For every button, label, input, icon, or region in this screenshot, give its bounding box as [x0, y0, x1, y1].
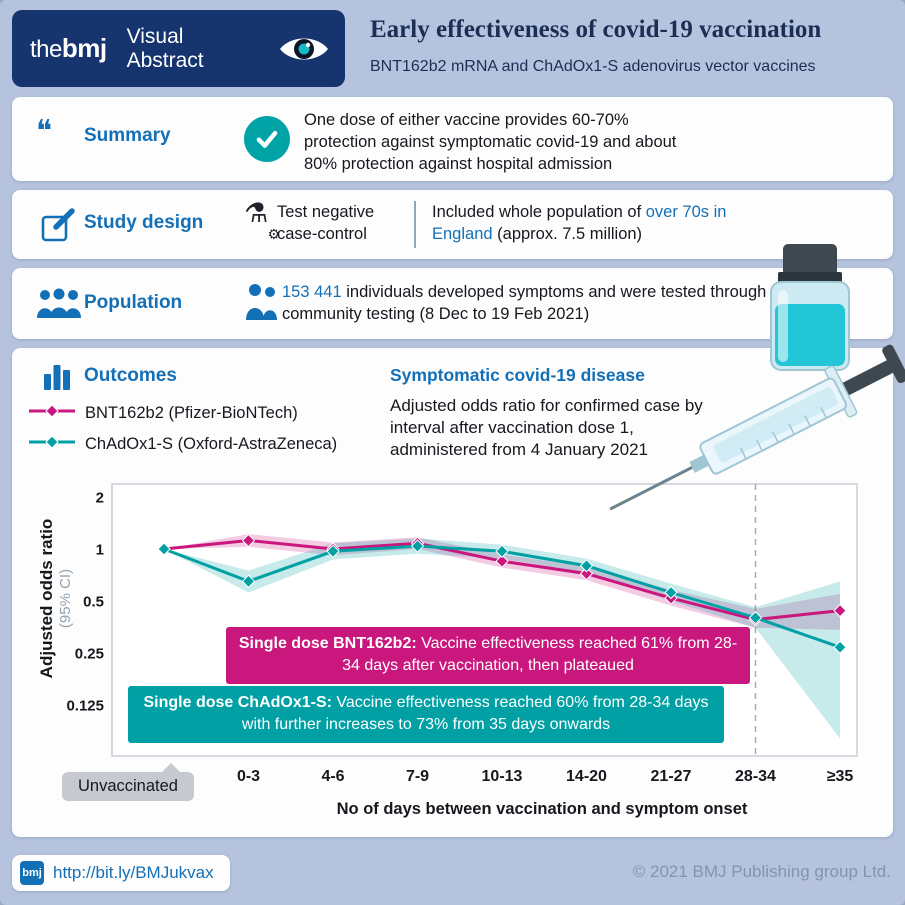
population-text: 153 441 individuals developed symptoms a… — [282, 283, 767, 323]
brand-logo: thebmj — [30, 33, 117, 64]
annotation-bnt: Single dose BNT162b2: Vaccine effectiven… — [226, 627, 750, 684]
copyright-text: © 2021 BMJ Publishing group Ltd. — [632, 862, 891, 881]
chart-description: Adjusted odds ratio for confirmed case b… — [390, 396, 703, 460]
eye-icon — [277, 32, 331, 66]
svg-text:14-20: 14-20 — [566, 768, 607, 785]
page-title: Early effectiveness of covid-19 vaccinat… — [370, 16, 822, 43]
svg-text:0-3: 0-3 — [237, 768, 260, 785]
pencil-icon — [40, 207, 76, 248]
svg-text:4-6: 4-6 — [321, 768, 344, 785]
study-method-text: Test negative case-control — [277, 203, 375, 243]
chart-heading: Symptomatic covid-19 disease — [390, 365, 645, 385]
svg-text:0.25: 0.25 — [75, 646, 104, 663]
footer-link[interactable]: http://bit.ly/BMJukvax — [53, 863, 214, 882]
summary-label: Summary — [84, 125, 171, 146]
bmj-logo-icon: bmj — [20, 861, 44, 885]
x-axis-title: No of days between vaccination and sympt… — [336, 800, 748, 818]
footer-link-pill: bmj http://bit.ly/BMJukvax — [12, 855, 230, 891]
summary-card: ❝ Summary One dose of either vaccine pro… — [12, 97, 893, 181]
bmj-brand-box: thebmj Visual Abstract — [12, 10, 345, 87]
population-label: Population — [84, 292, 183, 313]
legend-label-chadox: ChAdOx1-S (Oxford-AstraZeneca) — [85, 435, 338, 453]
svg-text:≥35: ≥35 — [827, 768, 854, 785]
bnt-line-marker-icon — [28, 404, 76, 423]
bar-chart-icon — [42, 362, 72, 395]
population-card: Population 153 441 individuals developed… — [12, 268, 893, 339]
svg-text:21-27: 21-27 — [651, 768, 692, 785]
unvaccinated-axis-label: Unvaccinated — [62, 763, 194, 801]
legend-item-bnt: BNT162b2 (Pfizer-BioNTech) — [28, 404, 298, 423]
svg-text:0.5: 0.5 — [83, 594, 104, 611]
study-population-text: Included whole population of over 70s in… — [432, 203, 727, 243]
outcomes-label: Outcomes — [84, 365, 177, 386]
outcomes-card: Outcomes BNT162b2 (Pfizer-BioNTech) ChAd… — [12, 348, 893, 837]
svg-text:0.125: 0.125 — [66, 698, 104, 715]
brand-the: the — [30, 36, 62, 63]
brand-bmj: bmj — [61, 33, 107, 63]
people-group-icon — [37, 288, 81, 324]
two-people-icon — [246, 283, 278, 326]
legend-item-chadox: ChAdOx1-S (Oxford-AstraZeneca) — [28, 435, 337, 454]
study-design-label: Study design — [84, 212, 204, 233]
svg-text:28-34: 28-34 — [735, 768, 776, 785]
svg-text:10-13: 10-13 — [482, 768, 523, 785]
page-subtitle: BNT162b2 mRNA and ChAdOx1-S adenovirus v… — [370, 58, 816, 75]
annotation-chadox: Single dose ChAdOx1-S: Vaccine effective… — [128, 686, 724, 743]
svg-text:7-9: 7-9 — [406, 768, 429, 785]
visual-abstract-label: Visual Abstract — [126, 24, 204, 72]
check-circle-icon — [244, 116, 290, 162]
vertical-divider — [414, 201, 416, 248]
summary-text: One dose of either vaccine provides 60-7… — [304, 111, 677, 173]
study-highlight: over 70s in England — [432, 203, 727, 243]
legend-label-bnt: BNT162b2 (Pfizer-BioNTech) — [85, 404, 298, 422]
gear-icon: ⚙ — [267, 227, 280, 243]
quote-icon: ❝ — [36, 114, 53, 149]
test-flask-icon: ⚗ ⚙ — [244, 198, 280, 243]
svg-text:1: 1 — [96, 542, 104, 559]
svg-text:2: 2 — [96, 490, 104, 507]
chadox-line-marker-icon — [28, 435, 76, 454]
study-design-card: Study design ⚗ ⚙ Test negative case-cont… — [12, 190, 893, 259]
population-count: 153 441 — [282, 283, 342, 301]
